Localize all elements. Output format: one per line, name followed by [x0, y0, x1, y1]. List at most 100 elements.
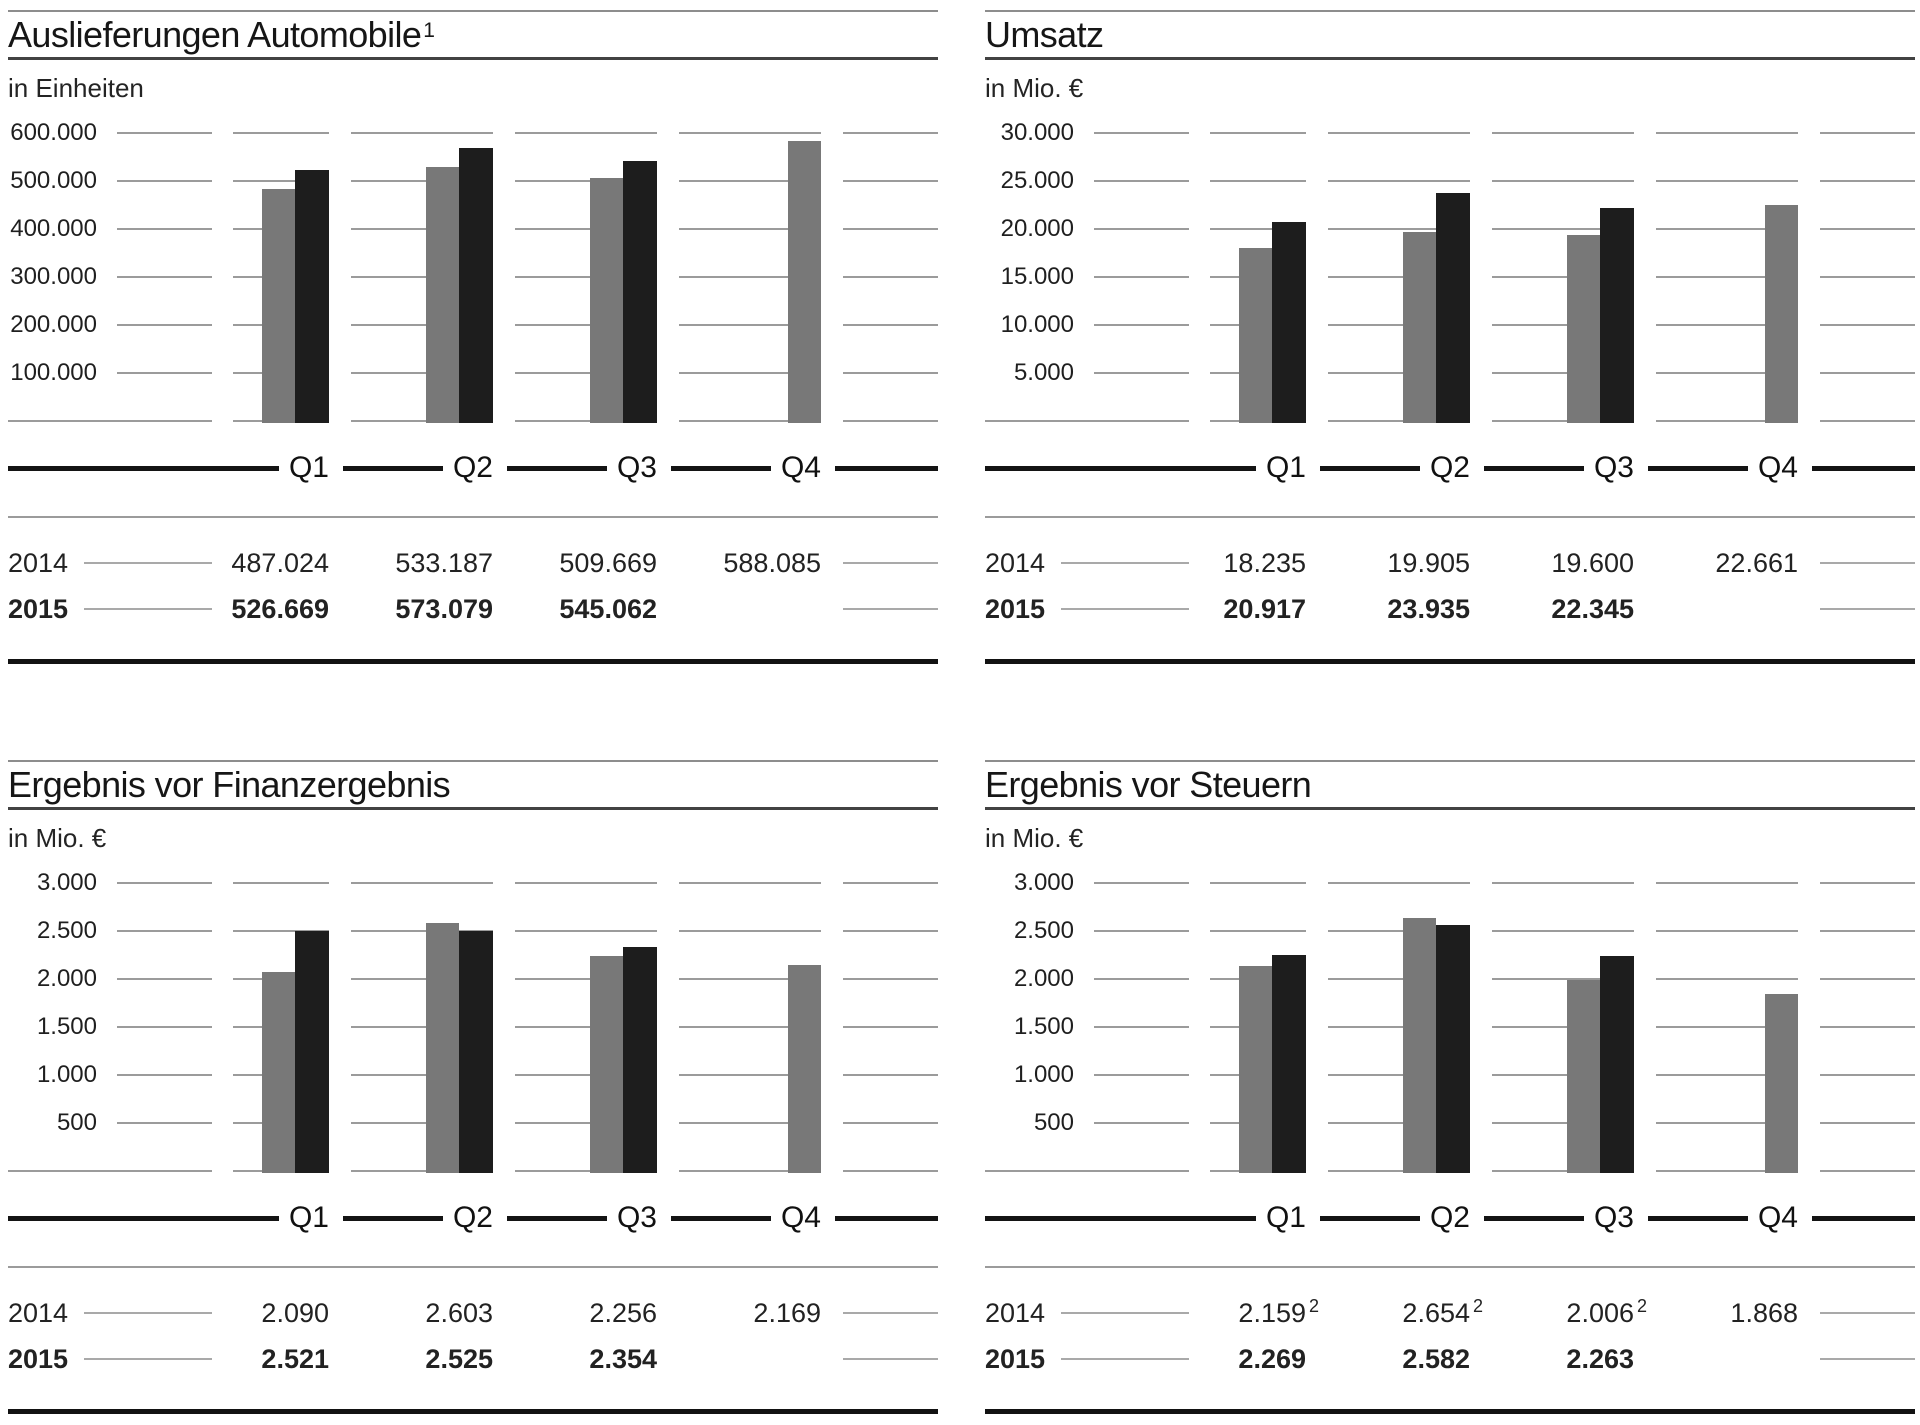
- value-text: 588.085: [723, 548, 821, 578]
- value-text: 2.169: [753, 1298, 821, 1328]
- gridline-segment: [1328, 930, 1470, 932]
- x-axis-line-segment: [671, 466, 771, 471]
- value-2015-q2: 2.582: [1320, 1344, 1470, 1374]
- baseline-segment: [1328, 1170, 1470, 1172]
- y-tick-label: 2.000: [36, 965, 97, 992]
- gridline-segment: [679, 180, 821, 182]
- value-2015-q1: 20.917: [1156, 594, 1306, 624]
- value-2014-q1: 487.024: [179, 548, 329, 578]
- title-underline-rule: [8, 57, 938, 60]
- gridline-segment: [679, 324, 821, 326]
- panel-top-rule: [985, 10, 1915, 12]
- baseline-segment: [1492, 420, 1634, 422]
- x-axis-line-segment: [1320, 1216, 1420, 1221]
- gridline-segment: [351, 228, 493, 230]
- baseline-segment: [8, 420, 212, 422]
- gridline-segment: [1820, 132, 1915, 134]
- baseline-segment: [8, 1170, 212, 1172]
- row-trailing-line: [843, 1358, 938, 1360]
- chart-title: Umsatz: [985, 14, 1105, 56]
- y-tick-label: 500: [56, 1109, 97, 1136]
- value-text: 19.600: [1551, 548, 1634, 578]
- gridline-segment: [1492, 930, 1634, 932]
- quarter-label-q3: Q3: [616, 1201, 657, 1234]
- bar-2015-q2: [459, 148, 493, 423]
- table-row-2015: 2015 2.269 2.582 2.263: [985, 1344, 1915, 1374]
- y-tick-label: 100.000: [10, 359, 97, 386]
- x-axis-line-segment: [1648, 466, 1748, 471]
- gridline-segment: [1210, 180, 1306, 182]
- x-axis-line-segment: [1648, 1216, 1748, 1221]
- gridline-segment: [351, 978, 493, 980]
- table-divider-rule: [8, 1266, 938, 1268]
- gridline-segment: [515, 372, 657, 374]
- x-axis-line-segment: [343, 1216, 443, 1221]
- title-underline-rule: [985, 57, 1915, 60]
- baseline-segment: [1328, 420, 1470, 422]
- chart-panel-umsatz: Umsatz in Mio. € 30.000 25.000 20.000 15.000 1…: [985, 10, 1915, 666]
- gridline-segment: [117, 276, 212, 278]
- gridline-segment: [1656, 930, 1798, 932]
- gridline-segment: [843, 978, 938, 980]
- value-2014-q1: 2.159 2: [1156, 1296, 1319, 1328]
- gridline-segment: [515, 882, 657, 884]
- quarter-label-q1: Q1: [288, 1201, 329, 1234]
- value-2015-q2: 23.935: [1320, 594, 1470, 624]
- baseline-segment: [1820, 420, 1915, 422]
- x-axis-line-segment: [1484, 466, 1584, 471]
- bar-2014-q1: [1239, 966, 1272, 1173]
- gridline-segment: [117, 1026, 212, 1028]
- chart-title-text: Auslieferungen Automobile: [8, 14, 422, 55]
- gridline-segment: [351, 930, 493, 932]
- bar-2015-q1: [295, 170, 329, 423]
- x-axis-line-segment: [1484, 1216, 1584, 1221]
- value-text: 573.079: [395, 594, 493, 624]
- value-2014-q3: 2.256: [507, 1298, 657, 1328]
- table-row-2014: 2014 2.159 2 2.654 2 2.006 2 1.868: [985, 1296, 1915, 1328]
- gridline-segment: [1094, 372, 1189, 374]
- gridline-segment: [1492, 132, 1634, 134]
- value-text: 22.345: [1551, 594, 1634, 624]
- bar-2015-q3: [623, 161, 657, 423]
- value-text: 23.935: [1387, 594, 1470, 624]
- bar-2014-q2: [426, 923, 459, 1173]
- value-2014-q1: 18.235: [1156, 548, 1306, 578]
- value-text: 2.603: [425, 1298, 493, 1328]
- baseline-segment: [985, 420, 1189, 422]
- row-year-label: 2014: [985, 1298, 1046, 1328]
- unit-label: in Einheiten: [8, 73, 144, 103]
- gridline-segment: [679, 978, 821, 980]
- gridline-segment: [1656, 882, 1798, 884]
- baseline-segment: [679, 1170, 821, 1172]
- baseline-segment: [985, 1170, 1189, 1172]
- gridline-segment: [1656, 978, 1798, 980]
- row-trailing-line: [1820, 562, 1915, 564]
- value-2014-q2: 2.603: [343, 1298, 493, 1328]
- table-divider-rule: [985, 1266, 1915, 1268]
- row-leader-line: [84, 562, 212, 564]
- bar-2014-q1: [1239, 248, 1272, 423]
- y-tick-label: 600.000: [10, 119, 97, 146]
- value-2014-q2: 19.905: [1320, 548, 1470, 578]
- gridline-segment: [1492, 228, 1634, 230]
- gridline-segment: [351, 132, 493, 134]
- gridline-segment: [1094, 228, 1189, 230]
- value-2014-q4: 1.868: [1648, 1298, 1798, 1328]
- gridline-segment: [1492, 372, 1634, 374]
- y-tick-label: 2.500: [36, 917, 97, 944]
- row-trailing-line: [1820, 1358, 1915, 1360]
- gridline-segment: [117, 930, 212, 932]
- x-axis-line-segment: [8, 466, 279, 471]
- table-row-2014: 2014 487.024 533.187 509.669 588.085: [8, 548, 938, 578]
- chart-panel-auslieferungen-automobile: Auslieferungen Automobile1 in Einheiten 60…: [8, 10, 938, 666]
- y-tick-label: 2.000: [1013, 965, 1074, 992]
- row-trailing-line: [843, 562, 938, 564]
- gridline-segment: [1328, 1074, 1470, 1076]
- gridline-segment: [843, 324, 938, 326]
- baseline-segment: [351, 1170, 493, 1172]
- value-text: 2.582: [1402, 1344, 1470, 1374]
- gridline-segment: [1094, 930, 1189, 932]
- bar-2015-q1: [1272, 955, 1306, 1173]
- table-row-2015: 2015 2.521 2.525 2.354: [8, 1344, 938, 1374]
- value-2015-q3: 22.345: [1484, 594, 1634, 624]
